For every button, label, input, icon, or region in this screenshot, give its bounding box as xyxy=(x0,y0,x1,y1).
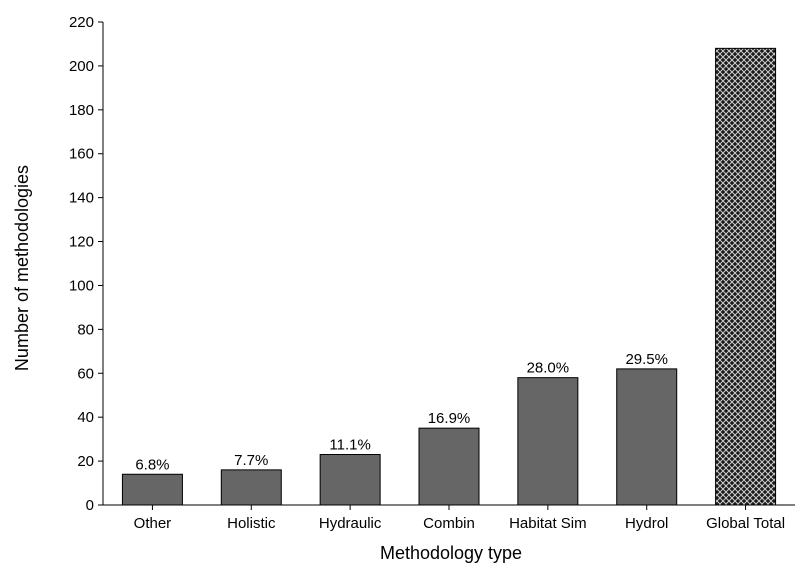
y-tick-label: 180 xyxy=(69,102,94,119)
y-tick-label: 220 xyxy=(69,14,94,31)
bar-data-label: 7.7% xyxy=(234,452,268,469)
x-tick-label: Holistic xyxy=(227,515,276,532)
y-axis-title: Number of methodologies xyxy=(12,165,32,371)
bar-combin xyxy=(418,427,480,506)
bars xyxy=(121,47,777,506)
bar-holistic xyxy=(220,469,282,506)
x-axis: Other Holistic Hydraulic Combin Habitat Sim H… xyxy=(103,504,795,532)
y-tick-label: 20 xyxy=(77,453,94,470)
y-tick-label: 100 xyxy=(69,277,94,294)
bar-data-label: 6.8% xyxy=(135,456,169,473)
bar-global-total xyxy=(715,47,777,506)
bar-data-label: 29.5% xyxy=(625,351,668,368)
bar-habitat-sim xyxy=(517,377,579,506)
bar-data-label: 16.9% xyxy=(428,410,471,427)
y-tick-label: 80 xyxy=(77,321,94,338)
x-tick-label: Habitat Sim xyxy=(509,515,587,532)
y-axis: 0 20 40 60 80 100 120 140 160 180 200 220 xyxy=(69,14,104,514)
x-tick-label: Hydrol xyxy=(625,515,668,532)
bar-data-label: 28.0% xyxy=(527,360,570,377)
y-tick-label: 40 xyxy=(77,409,94,426)
y-tick-label: 60 xyxy=(77,365,94,382)
x-axis-title: Methodology type xyxy=(380,543,522,563)
y-tick-label: 160 xyxy=(69,146,94,163)
bar-other xyxy=(121,473,183,506)
x-tick-label: Global Total xyxy=(706,515,785,532)
x-tick-label: Hydraulic xyxy=(319,515,382,532)
x-tick-label: Combin xyxy=(423,515,475,532)
y-tick-label: 120 xyxy=(69,234,94,251)
y-tick-label: 140 xyxy=(69,190,94,207)
x-tick-label: Other xyxy=(134,515,172,532)
y-tick-label: 0 xyxy=(86,497,94,514)
bar-hydraulic xyxy=(319,454,381,506)
data-labels: 6.8% 7.7% 11.1% 16.9% 28.0% 29.5% xyxy=(135,351,668,473)
bar-hydrol xyxy=(616,368,678,506)
y-tick-label: 200 xyxy=(69,58,94,75)
bar-data-label: 11.1% xyxy=(329,437,370,454)
